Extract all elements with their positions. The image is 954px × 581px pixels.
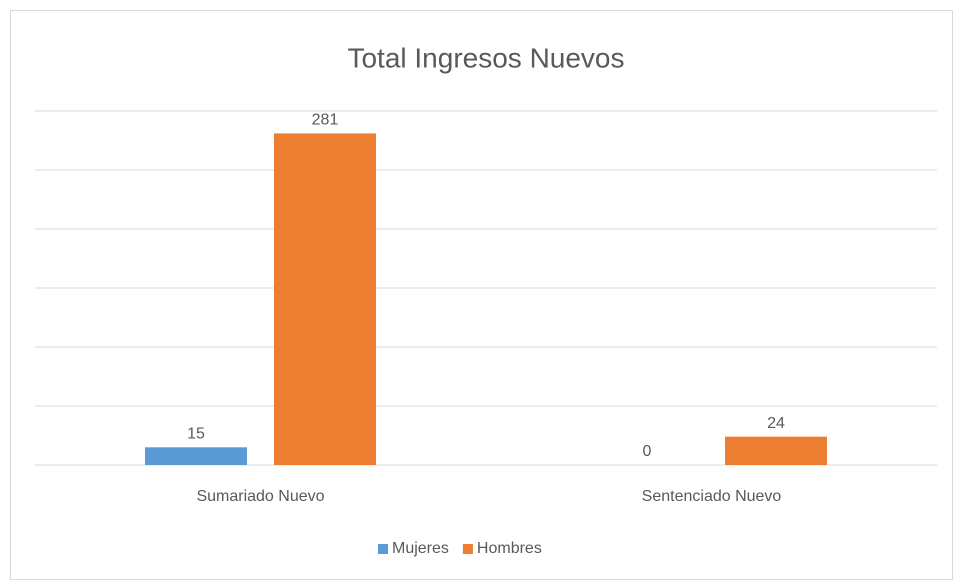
x-tick-label: Sentenciado Nuevo: [642, 488, 782, 505]
data-label: 15: [187, 426, 205, 443]
bar: [725, 436, 827, 465]
x-tick-label: Sumariado Nuevo: [196, 488, 324, 505]
legend-label: Mujeres: [392, 540, 449, 557]
legend-swatch: [378, 544, 388, 554]
chart-frame: [10, 10, 953, 580]
data-label: 24: [767, 415, 785, 432]
bar: [145, 447, 247, 465]
legend-label: Hombres: [477, 540, 542, 557]
chart-title: Total Ingresos Nuevos: [347, 42, 624, 73]
legend-swatch: [462, 544, 473, 554]
data-label: 281: [312, 112, 339, 129]
data-label: 0: [643, 443, 652, 460]
bar: [274, 133, 376, 466]
